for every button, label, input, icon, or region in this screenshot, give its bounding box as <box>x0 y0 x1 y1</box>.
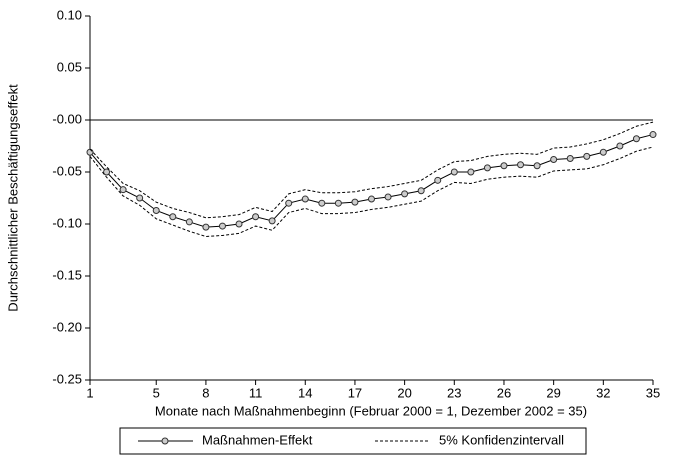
x-tick-label: 23 <box>447 385 461 400</box>
x-tick-label: 17 <box>348 385 362 400</box>
marker <box>185 218 193 226</box>
marker <box>599 148 607 156</box>
legend-box <box>119 427 587 455</box>
marker <box>235 220 243 228</box>
legend-label: Maßnahmen-Effekt <box>202 432 313 447</box>
marker <box>550 156 558 164</box>
marker <box>252 213 260 221</box>
marker <box>583 152 591 160</box>
marker <box>401 190 409 198</box>
y-tick-label: -0.00 <box>52 111 82 126</box>
marker <box>616 142 624 150</box>
x-tick-label: 8 <box>202 385 209 400</box>
marker <box>434 176 442 184</box>
x-axis-title: Monate nach Maßnahmenbeginn (Februar 200… <box>155 403 587 418</box>
y-tick-label: 0.05 <box>57 59 82 74</box>
x-tick-label: 20 <box>397 385 411 400</box>
marker <box>632 135 640 143</box>
marker <box>351 198 359 206</box>
marker <box>500 162 508 170</box>
marker <box>285 199 293 207</box>
x-tick-label: 26 <box>497 385 511 400</box>
marker <box>301 195 309 203</box>
marker <box>649 131 657 139</box>
marker <box>566 154 574 162</box>
marker <box>533 162 541 170</box>
marker <box>119 186 127 194</box>
x-tick-label: 29 <box>546 385 560 400</box>
marker <box>368 195 375 203</box>
legend-marker <box>161 437 169 445</box>
marker <box>169 213 177 221</box>
marker <box>268 217 276 225</box>
x-tick-label: 5 <box>153 385 160 400</box>
x-tick-label: 35 <box>646 385 660 400</box>
marker <box>384 193 392 201</box>
x-tick-label: 1 <box>86 385 93 400</box>
y-tick-label: -0.10 <box>52 215 82 230</box>
marker <box>334 199 342 207</box>
x-tick-label: 14 <box>298 385 312 400</box>
marker <box>136 194 144 202</box>
marker <box>483 164 491 172</box>
marker <box>218 222 226 230</box>
marker <box>517 161 525 169</box>
marker <box>202 223 210 231</box>
y-tick-label: -0.20 <box>52 319 82 334</box>
marker <box>103 168 111 176</box>
marker <box>86 148 94 156</box>
marker <box>152 206 160 214</box>
y-tick-label: -0.15 <box>52 267 82 282</box>
legend-label: 5% Konfidenzintervall <box>439 432 564 447</box>
ci-lower-line <box>89 146 654 237</box>
y-axis-title: Durchschnittlicher Beschäftigungseffekt <box>5 84 20 312</box>
x-tick-label: 11 <box>249 385 263 400</box>
y-tick-label: -0.25 <box>52 371 82 386</box>
y-tick-label: -0.05 <box>52 163 82 178</box>
marker <box>450 168 458 176</box>
marker <box>318 199 326 207</box>
effect-line <box>89 134 654 228</box>
x-tick-label: 32 <box>596 385 610 400</box>
marker <box>467 168 475 176</box>
y-tick-label: 0.10 <box>57 7 82 22</box>
marker <box>417 187 425 195</box>
